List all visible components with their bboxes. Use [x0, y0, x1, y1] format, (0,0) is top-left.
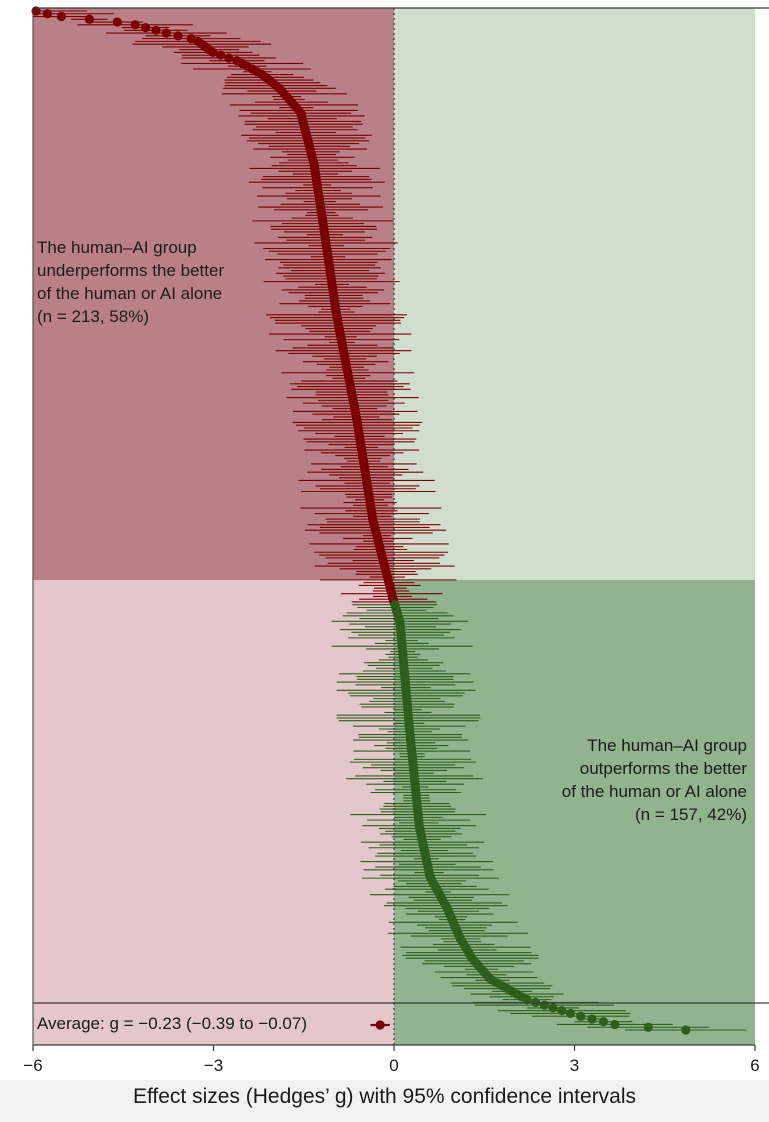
x-axis-label: Effect sizes (Hedges’ g) with 95% confid…	[0, 1080, 769, 1122]
effect-point	[681, 1025, 691, 1035]
negative-annotation: The human–AI group underperforms the bet…	[37, 236, 337, 328]
positive-annotation-line: The human–AI group	[587, 736, 747, 755]
x-tick-label: 3	[570, 1056, 579, 1075]
effect-point	[522, 995, 532, 1005]
x-tick-label: −3	[204, 1056, 223, 1075]
effect-point	[548, 1003, 558, 1013]
effect-point	[587, 1014, 597, 1024]
effect-point	[224, 53, 234, 63]
negative-annotation-line: The human–AI group	[37, 238, 197, 257]
negative-annotation-line: of the human or AI alone	[37, 284, 223, 303]
effect-point	[31, 6, 41, 16]
effect-point	[643, 1022, 653, 1032]
effect-point	[557, 1006, 567, 1016]
positive-annotation-line: (n = 157, 42%)	[635, 805, 747, 824]
positive-annotation: The human–AI group outperforms the bette…	[447, 734, 747, 826]
effect-point	[598, 1017, 609, 1027]
positive-annotation-line: outperforms the better	[579, 759, 747, 778]
effect-point	[112, 17, 122, 27]
effect-point	[539, 1000, 549, 1010]
effect-point	[130, 20, 140, 30]
negative-annotation-line: underperforms the better	[37, 261, 225, 280]
effect-point	[161, 28, 171, 38]
effect-point	[610, 1019, 620, 1030]
average-label: Average: g = −0.23 (−0.39 to −0.07)	[37, 1014, 307, 1033]
x-tick-label: 0	[389, 1056, 398, 1075]
positive-annotation-line: of the human or AI alone	[561, 782, 747, 801]
effect-point	[208, 47, 218, 58]
negative-annotation-line: (n = 213, 58%)	[37, 307, 149, 326]
x-tick-label: 6	[750, 1056, 759, 1075]
effect-point	[565, 1008, 576, 1019]
effect-point	[140, 22, 151, 33]
effect-point	[576, 1011, 586, 1021]
effect-point	[56, 11, 66, 22]
positive-upper-region	[394, 8, 755, 580]
effect-point	[173, 31, 183, 41]
positive-lower-region	[394, 580, 755, 1045]
negative-lower-region	[33, 580, 394, 1045]
effect-point	[42, 9, 53, 19]
effect-point	[216, 50, 226, 60]
average-point	[375, 1020, 385, 1030]
x-tick-label: −6	[23, 1056, 42, 1075]
effect-point	[84, 14, 94, 24]
effect-point	[151, 25, 161, 35]
